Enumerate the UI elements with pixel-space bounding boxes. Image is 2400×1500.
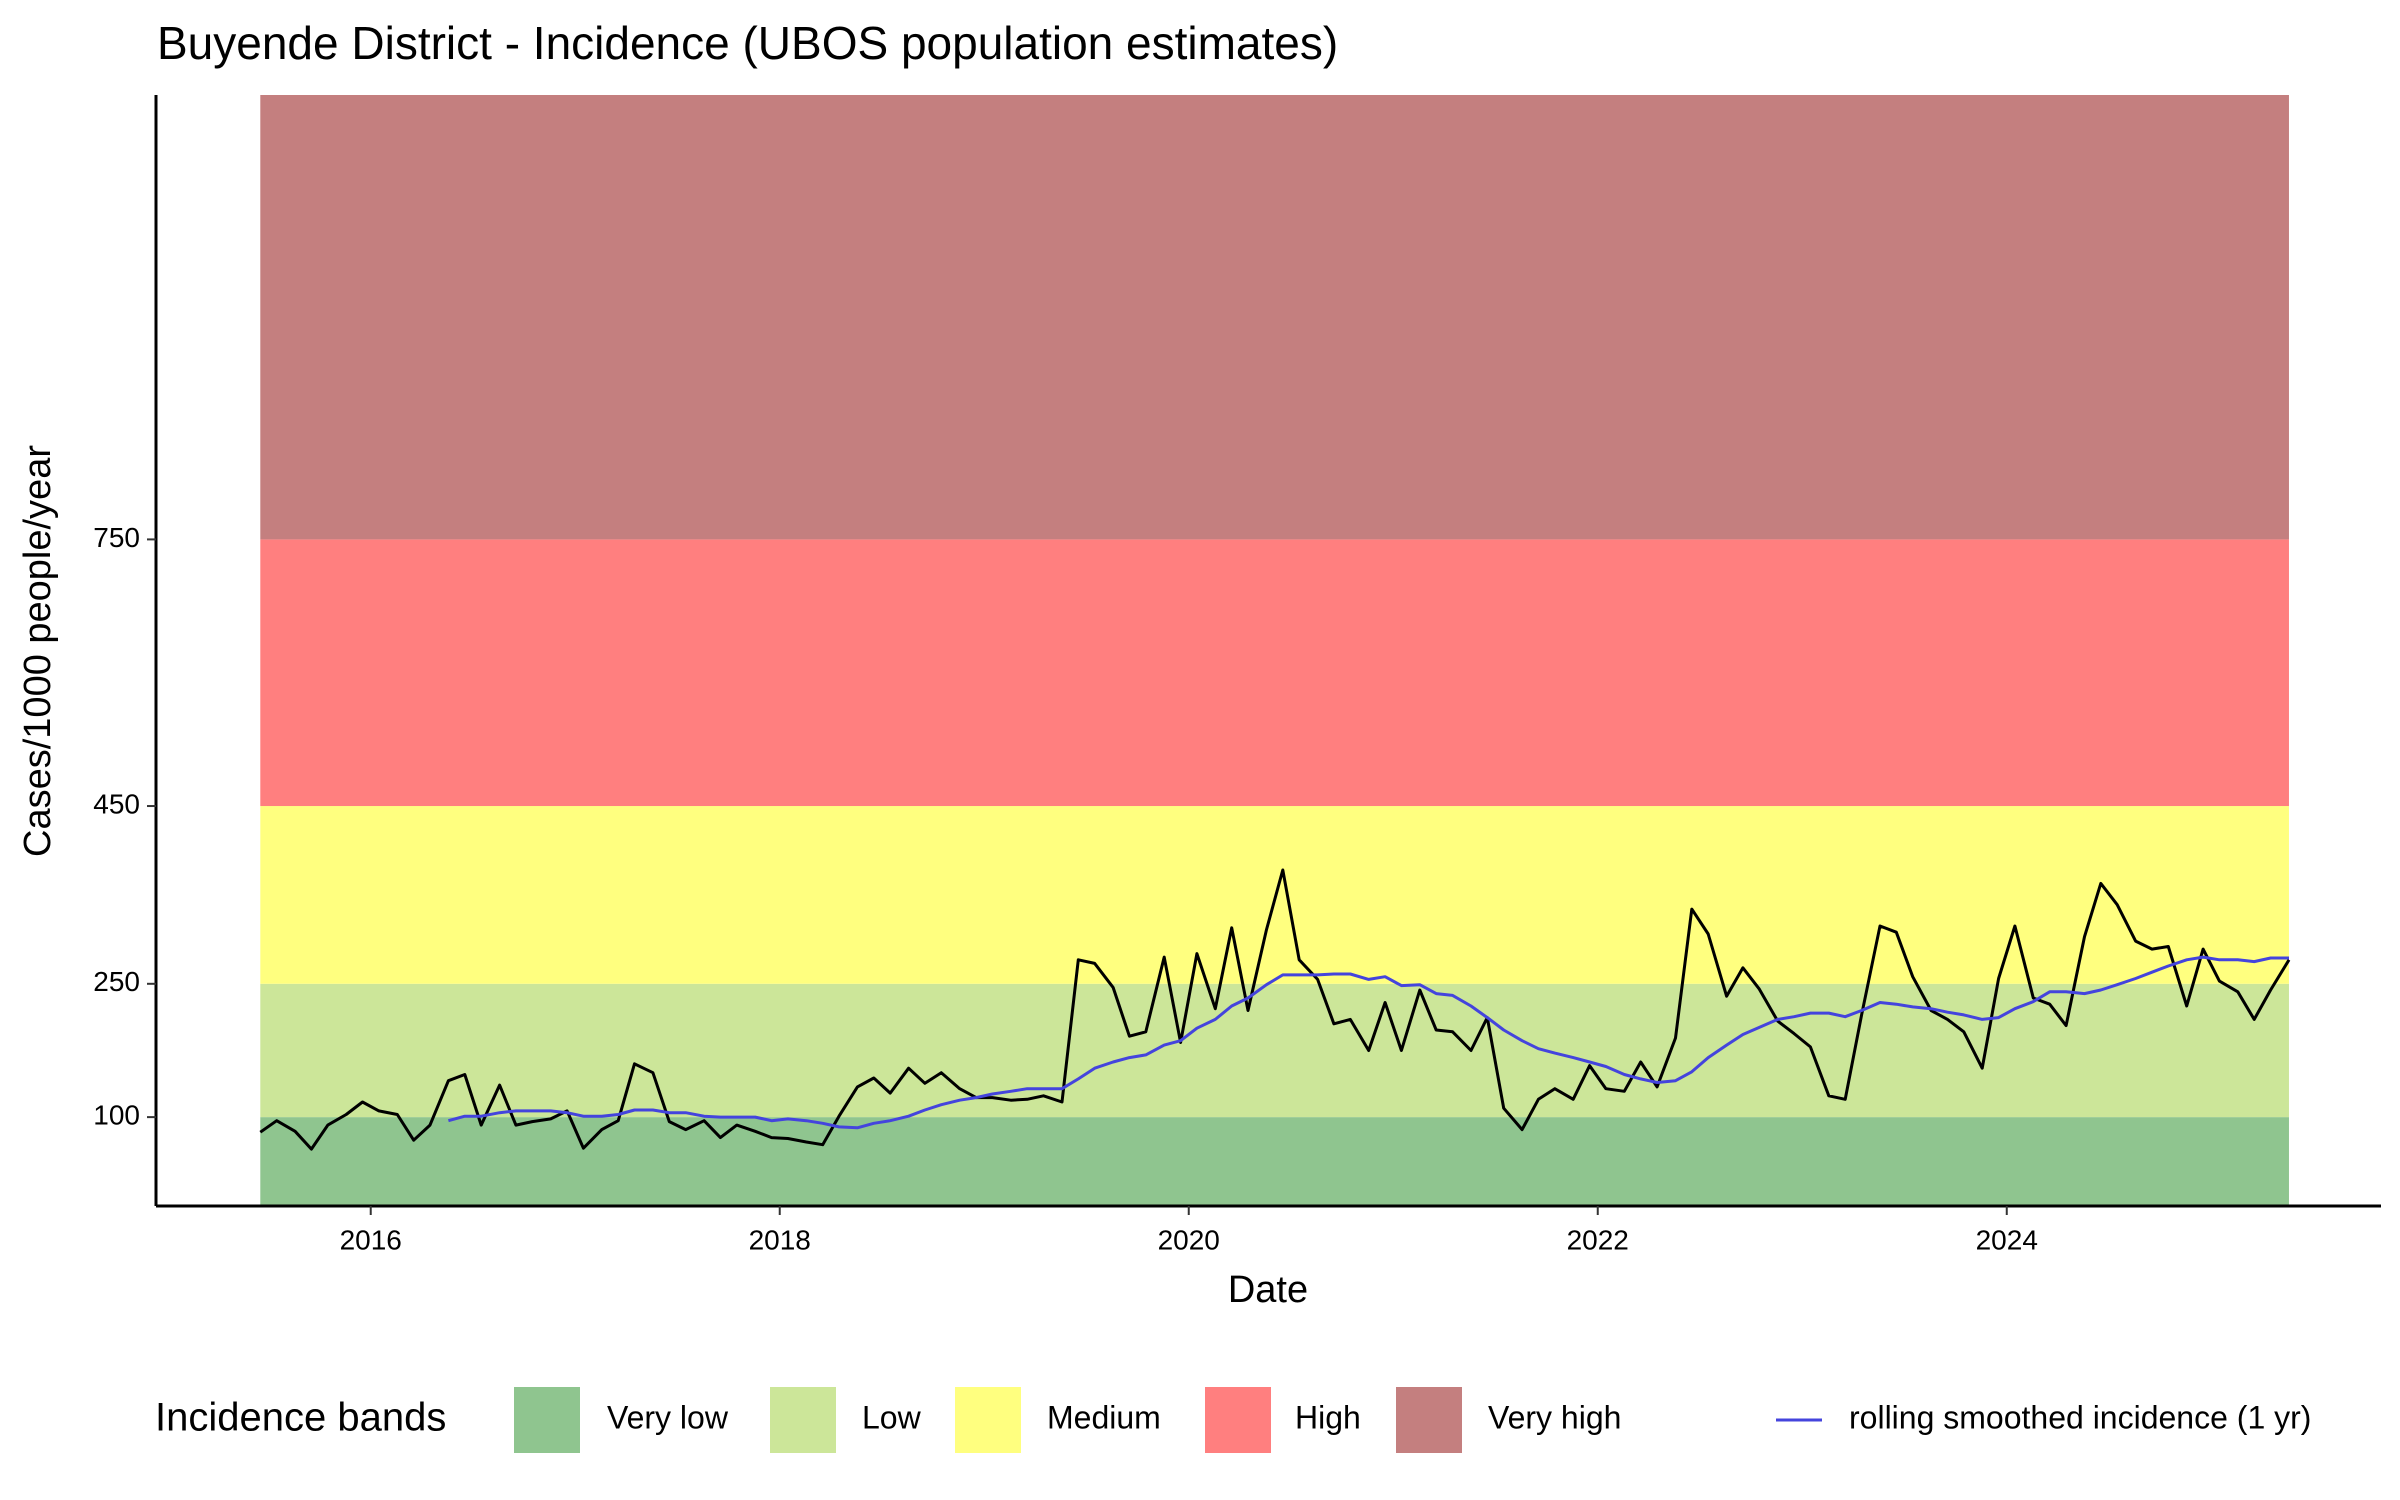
legend-key xyxy=(514,1387,580,1453)
x-tick-label: 2024 xyxy=(1976,1224,2038,1255)
y-tick-label: 250 xyxy=(93,966,140,997)
legend-key xyxy=(955,1387,1021,1453)
legend-label: Medium xyxy=(1047,1399,1161,1435)
incidence-band xyxy=(260,539,2289,807)
legend-key xyxy=(1396,1387,1462,1453)
x-tick-label: 2018 xyxy=(749,1224,811,1255)
chart-title: Buyende District - Incidence (UBOS popul… xyxy=(157,17,1338,69)
y-axis-label: Cases/1000 people/year xyxy=(17,445,59,857)
legend-label: rolling smoothed incidence (1 yr) xyxy=(1849,1399,2311,1435)
x-axis-label: Date xyxy=(1228,1269,1308,1311)
series-line xyxy=(259,868,2291,1151)
incidence-band xyxy=(260,95,2289,540)
x-tick-label: 2016 xyxy=(340,1224,402,1255)
y-tick-label: 750 xyxy=(93,522,140,553)
legend-label: Very low xyxy=(607,1399,729,1435)
legend-label: Low xyxy=(862,1399,922,1435)
x-tick-label: 2022 xyxy=(1567,1224,1629,1255)
legend-label: High xyxy=(1295,1399,1361,1435)
y-tick-label: 100 xyxy=(93,1100,140,1131)
legend-label: Very high xyxy=(1488,1399,1621,1435)
legend-key xyxy=(770,1387,836,1453)
legend-title: Incidence bands xyxy=(155,1396,446,1440)
series-line xyxy=(448,955,2289,1130)
x-tick-label: 2020 xyxy=(1158,1224,1220,1255)
incidence-band xyxy=(260,1117,2289,1206)
y-tick-label: 450 xyxy=(93,788,140,819)
incidence-band xyxy=(260,983,2289,1118)
legend-key xyxy=(1205,1387,1271,1453)
